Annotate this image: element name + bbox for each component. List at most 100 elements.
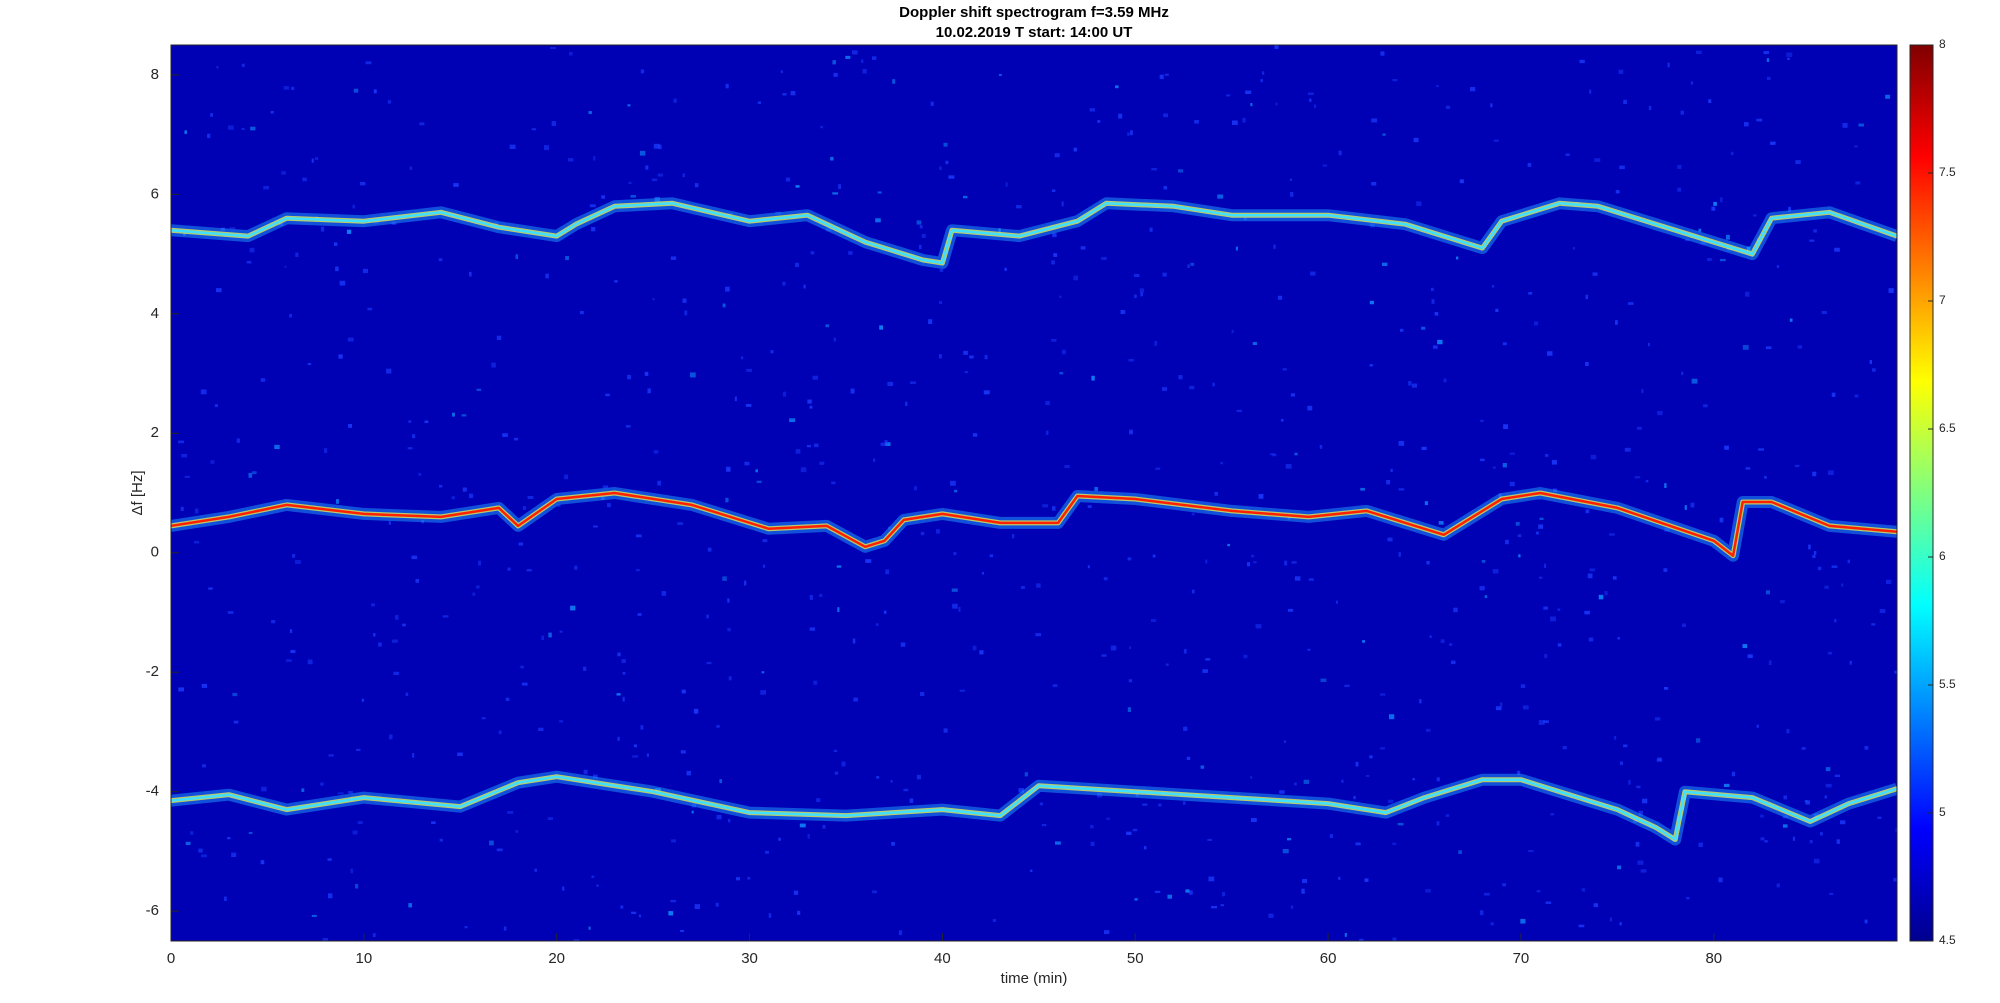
noise [227,836,231,840]
trace [171,491,1897,557]
noise [248,831,253,835]
noise [1217,194,1224,199]
noise [334,242,338,246]
noise [1698,228,1702,232]
noise [671,839,677,843]
noise [1245,90,1252,94]
noise [1308,98,1312,102]
noise [526,569,532,572]
noise [735,877,741,881]
noise [1128,358,1134,362]
noise [943,142,948,147]
noise [1449,643,1453,646]
noise [765,850,769,854]
noise [1834,247,1840,252]
noise [1766,58,1770,62]
colorbar-tick-label: 6.5 [1939,421,1956,435]
noise [1411,383,1418,388]
noise [1030,869,1033,873]
noise [943,728,948,733]
noise [1492,569,1499,574]
noise [617,736,620,741]
noise [1719,517,1724,523]
noise [1836,839,1840,844]
noise [1623,99,1627,105]
noise [1158,803,1162,807]
noise [1163,186,1168,190]
noise [472,592,476,596]
noise [1684,505,1687,510]
noise [1770,141,1776,145]
noise [322,938,329,941]
noise [481,717,486,720]
noise [1847,559,1851,564]
noise [1839,820,1846,825]
noise [328,754,334,757]
noise [1012,534,1015,539]
noise [1484,595,1488,599]
noise [1579,59,1585,64]
noise [747,876,751,880]
noise [1503,424,1509,430]
noise [1294,452,1298,456]
noise [646,753,649,757]
noise [1285,464,1292,469]
noise [250,126,256,131]
noise [1585,509,1590,514]
noise [939,269,944,272]
noise [1893,877,1897,882]
noise [1421,446,1427,450]
noise [1207,838,1213,841]
noise [1831,392,1836,397]
y-axis-label: Δf [Hz] [129,470,146,515]
noise [1864,919,1868,924]
noise [877,191,882,194]
noise [1515,521,1520,526]
noise [591,875,595,878]
noise [476,388,482,391]
colorbar [1909,44,1934,942]
noise [1183,726,1188,731]
noise [852,638,856,644]
noise [355,883,359,889]
noise [657,173,663,177]
noise [1388,714,1395,720]
noise [782,281,786,286]
noise [307,363,312,366]
noise [1743,122,1749,127]
y-tick-label: 8 [151,66,159,83]
noise [807,833,810,839]
noise [1528,292,1533,295]
noise [1794,464,1800,468]
noise [1623,744,1628,748]
noise [1242,117,1246,123]
noise [1480,458,1485,462]
noise [645,165,649,170]
noise [1335,600,1338,604]
noise [1308,578,1314,581]
noise [1369,364,1373,367]
noise [589,204,596,208]
noise [260,378,266,382]
noise [1496,706,1502,711]
noise [715,902,719,907]
noise [1726,234,1730,240]
noise [979,650,984,655]
noise [1545,453,1549,457]
noise [627,374,632,380]
noise [983,390,990,395]
noise [640,725,644,730]
noise [1696,738,1701,743]
noise [1189,385,1195,390]
noise [307,659,313,665]
noise [1161,387,1168,391]
noise [734,396,737,402]
noise [640,69,645,74]
noise [1593,903,1599,908]
noise [1730,151,1734,156]
noise [1059,295,1062,298]
noise [337,792,344,795]
noise [210,460,215,464]
noise [1101,256,1107,260]
noise [1101,654,1107,657]
